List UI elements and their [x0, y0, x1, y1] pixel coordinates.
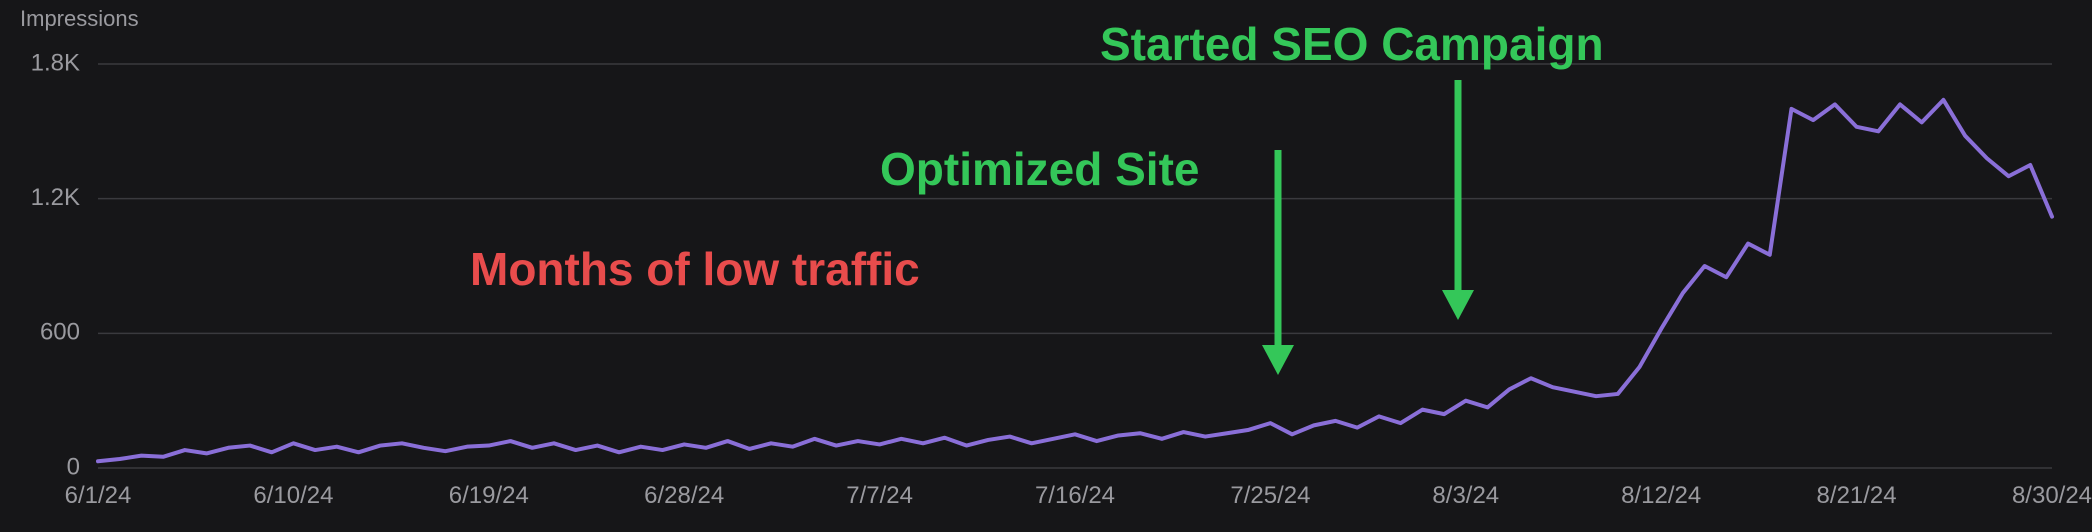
x-tick-label: 6/28/24	[644, 482, 724, 509]
x-tick-label: 6/1/24	[65, 482, 132, 509]
y-axis-title: Impressions	[20, 6, 139, 31]
annotation-optimized-site: Optimized Site	[880, 143, 1199, 195]
y-tick-label: 1.8K	[31, 49, 80, 76]
annotation-seo-campaign: Started SEO Campaign	[1100, 18, 1604, 70]
x-tick-label: 8/12/24	[1621, 482, 1701, 509]
x-tick-label: 8/3/24	[1432, 482, 1499, 509]
y-tick-label: 0	[67, 453, 80, 480]
impressions-line-chart: 0 600 1.2K 1.8K Impressions 6/1/24 6/10/24 6/19…	[0, 0, 2092, 532]
y-tick-label: 600	[40, 319, 80, 346]
x-tick-label: 6/10/24	[253, 482, 333, 509]
x-tick-label: 8/30/24	[2012, 482, 2092, 509]
x-tick-label: 6/19/24	[449, 482, 529, 509]
y-tick-label: 1.2K	[31, 184, 80, 211]
x-tick-label: 7/25/24	[1230, 482, 1310, 509]
x-tick-label: 7/7/24	[846, 482, 913, 509]
chart-background	[0, 0, 2092, 532]
x-tick-label: 8/21/24	[1817, 482, 1897, 509]
annotation-low-traffic: Months of low traffic	[470, 243, 920, 295]
x-tick-label: 7/16/24	[1035, 482, 1115, 509]
